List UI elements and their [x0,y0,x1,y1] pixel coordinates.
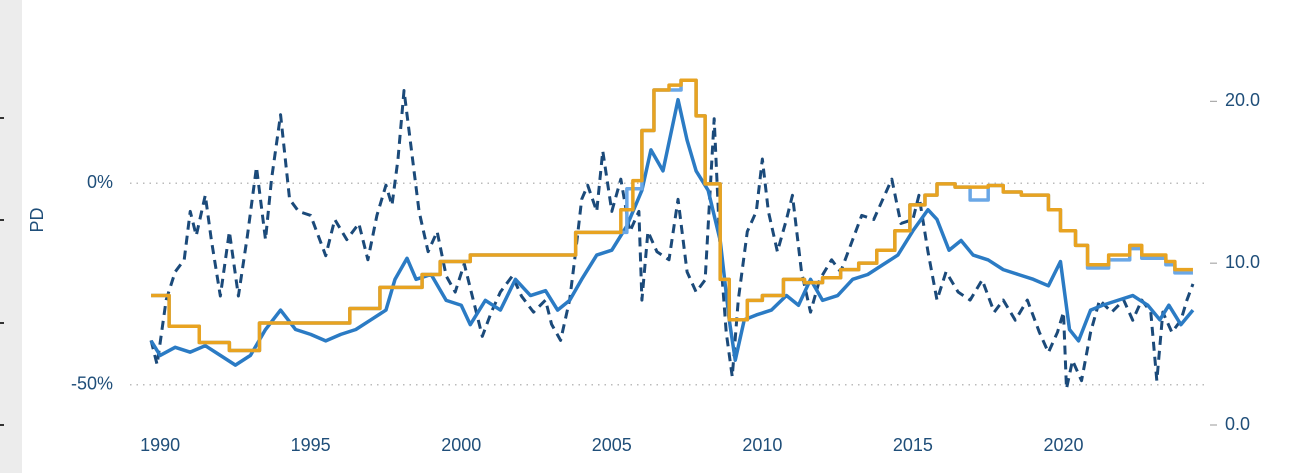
x-tick-label: 2020 [1043,435,1083,455]
step-line [151,78,1193,353]
x-tick-label: 1995 [291,435,331,455]
side-strip [0,0,22,473]
line [149,97,1195,367]
y2-tick-label: 10.0 [1225,252,1260,272]
y2-tick-label: 20.0 [1225,90,1260,110]
side-strip-ticks [0,117,4,426]
y-tick-label: -50% [71,373,113,393]
line [149,89,1195,391]
y-axis-label: PD [27,207,47,232]
x-tick-label: 2010 [742,435,782,455]
y-tick-label: 0% [87,172,113,192]
x-tick-label: 1990 [140,435,180,455]
y2-tick-label: 0.0 [1225,414,1250,434]
x-tick-label: 2005 [592,435,632,455]
x-tick-label: 2015 [893,435,933,455]
x-tick-label: 2000 [441,435,481,455]
